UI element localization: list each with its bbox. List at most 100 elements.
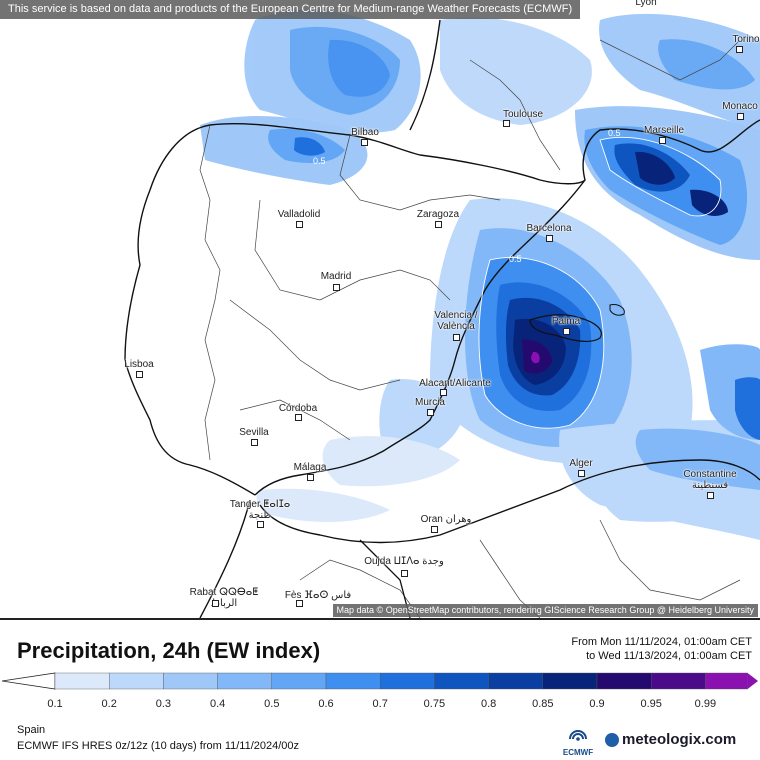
- city-marker: [503, 120, 510, 127]
- legend-swatch: [271, 672, 327, 690]
- borders: [199, 39, 741, 618]
- city-marker: [212, 600, 219, 607]
- legend-tick-label: 0.85: [532, 698, 554, 710]
- city-label: Málaga: [293, 462, 327, 473]
- city-label: Oran وهران: [420, 514, 472, 525]
- date-from: From Mon 11/11/2024, 01:00am CET: [571, 636, 752, 648]
- legend-swatch: [217, 672, 273, 690]
- city-marker: [333, 284, 340, 291]
- city-label: Valladolid: [277, 209, 321, 220]
- legend-tick-label: 0.8: [480, 698, 497, 710]
- city-marker: [307, 474, 314, 481]
- contours: [478, 136, 722, 429]
- city-label: Tanger ⵟⴰⵏⵊⴰ طنجة: [229, 499, 291, 521]
- map-layer: [124, 9, 760, 618]
- legend-swatch: [596, 672, 652, 690]
- city-label: Fès ⴼⴰⵙ فاس: [284, 590, 352, 601]
- precip-field-balearic: [430, 198, 693, 464]
- city-label: Lyon: [635, 0, 657, 8]
- legend-tick-label: 0.99: [694, 698, 717, 710]
- legend-tick-label: 0.9: [589, 698, 605, 710]
- precip-field-alicante: [322, 379, 465, 487]
- city-label: Alacant/Alicante: [419, 378, 491, 389]
- legend-max-arrow: [747, 673, 758, 689]
- city-marker: [546, 235, 553, 242]
- legend-swatch: [163, 672, 218, 690]
- legend-bar: [1, 672, 758, 690]
- city-marker: [427, 409, 434, 416]
- ecmwf-attribution-banner: This service is based on data and produc…: [0, 0, 581, 19]
- city-marker: [737, 113, 744, 120]
- valid-period: From Mon 11/11/2024, 01:00am CET to Wed …: [571, 635, 752, 663]
- city-label: Constantine قسنطينة: [683, 469, 737, 491]
- city-marker: [136, 371, 143, 378]
- legend-tick-label: 0.1: [47, 698, 63, 710]
- legend-swatch: [325, 672, 381, 690]
- legend-swatch: [380, 672, 435, 690]
- ecmwf-icon: [569, 730, 587, 741]
- city-label: Bilbao: [351, 127, 379, 138]
- city-label: Oujda ⵡⵊⴷⴰ وجدة: [364, 556, 444, 567]
- legend-tick-label: 0.3: [155, 698, 172, 710]
- city-label: Zaragoza: [416, 209, 460, 220]
- meteologix-brand[interactable]: meteologix.com: [622, 731, 737, 748]
- city-label: Sevilla: [239, 427, 269, 438]
- city-marker: [563, 328, 570, 335]
- city-marker: [295, 414, 302, 421]
- map-frame-bottom: [0, 618, 760, 620]
- city-marker: [707, 492, 714, 499]
- color-legend: [0, 670, 760, 710]
- legend-swatch: [488, 672, 544, 690]
- legend-tick-label: 0.5: [264, 698, 280, 710]
- legend-swatch: [705, 672, 748, 690]
- city-marker: [401, 570, 408, 577]
- city-marker: [659, 137, 666, 144]
- city-label: Palma: [551, 316, 581, 327]
- legend-tick-label: 0.2: [101, 698, 117, 710]
- city-label: Marseille: [643, 125, 685, 136]
- contour-label: 0.5: [313, 156, 326, 166]
- city-marker: [296, 600, 303, 607]
- ecmwf-logo[interactable]: ECMWF: [558, 730, 598, 758]
- city-marker: [736, 46, 743, 53]
- city-marker: [431, 526, 438, 533]
- city-label: Madrid: [320, 271, 352, 282]
- map-data-attribution: Map data © OpenStreetMap contributors, r…: [332, 604, 758, 617]
- precip-field-algeria: [256, 344, 760, 540]
- city-label: Lisboa: [124, 359, 154, 370]
- city-marker: [578, 470, 585, 477]
- model-info: ECMWF IFS HRES 0z/12z (10 days) from 11/…: [17, 740, 300, 752]
- date-to: to Wed 11/13/2024, 01:00am CET: [586, 650, 752, 662]
- city-label: Torino: [732, 34, 760, 45]
- precip-field-north: [244, 9, 760, 133]
- land-border-heavy: [359, 539, 411, 618]
- city-marker: [251, 439, 258, 446]
- city-label: Monaco: [722, 101, 758, 112]
- contour-label: 0.5: [608, 128, 621, 138]
- chart-title: Precipitation, 24h (EW index): [17, 638, 321, 663]
- precip-field-bilbao: [200, 115, 368, 185]
- legend-swatch: [54, 672, 110, 690]
- legend-tick-label: 0.4: [209, 698, 226, 710]
- legend-swatch: [651, 672, 706, 690]
- legend-swatch: [542, 672, 598, 690]
- city-label: Alger: [569, 458, 593, 469]
- city-label: Barcelona: [526, 223, 572, 234]
- region-name: Spain: [17, 724, 46, 736]
- city-label: Murcia: [414, 397, 446, 408]
- city-marker: [257, 521, 264, 528]
- precip-field-marseille: [575, 106, 760, 260]
- contour-label: 0.5: [509, 254, 522, 264]
- legend-tick-label: 0.95: [640, 698, 662, 710]
- legend-min-arrow: [1, 672, 56, 690]
- meteologix-globe-icon: [605, 733, 619, 747]
- coastlines: [124, 19, 760, 618]
- city-label: Valencia / València: [434, 310, 478, 332]
- legend-swatch: [434, 672, 489, 690]
- city-marker: [435, 221, 442, 228]
- city-label: Córdoba: [278, 403, 318, 414]
- city-marker: [440, 389, 447, 396]
- legend-tick-label: 0.75: [423, 698, 446, 710]
- precipitation-map[interactable]: This service is based on data and produc…: [0, 0, 760, 618]
- city-label: Rabat ⵕⵕⴱⴰⵟ الرباط: [189, 587, 259, 609]
